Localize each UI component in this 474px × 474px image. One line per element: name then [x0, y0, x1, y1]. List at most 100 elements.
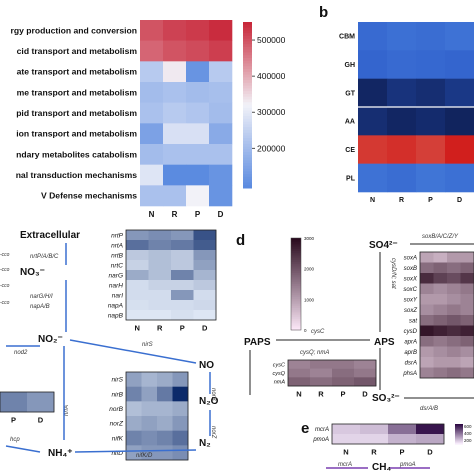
colorbar-segment: [455, 438, 463, 440]
column-label: P: [180, 324, 185, 333]
cysQ-label: cysQ; nmA: [300, 350, 329, 356]
heatmap-cell: [360, 434, 389, 445]
row-label: soxY: [404, 297, 418, 303]
colorbar-segment: [455, 440, 463, 442]
colorbar-tick-label: 500000: [257, 35, 286, 45]
colorbar-segment: [291, 296, 301, 300]
heatmap-cell: [141, 416, 158, 431]
heatmap-cell: [447, 315, 461, 326]
heatmap-cell: [140, 185, 164, 207]
heatmap-cell: [445, 135, 474, 164]
heatmap-cell: [140, 123, 164, 145]
colorbar-segment: [243, 91, 252, 95]
heatmap-cell: [416, 50, 446, 79]
colorbar-segment: [243, 105, 252, 109]
colorbar-segment: [291, 311, 301, 314]
colorbar-segment: [243, 44, 252, 48]
colorbar-segment: [243, 24, 252, 29]
cysC-label: cysC: [311, 329, 325, 335]
row-label: narH: [109, 282, 123, 289]
arrow-n2-nh4: [74, 449, 197, 453]
heatmap-cell: [186, 82, 210, 103]
colorbar-segment: [243, 35, 252, 40]
heatmap-cell: [172, 445, 189, 461]
colorbar-segment: [243, 171, 252, 175]
colorbar-segment: [291, 291, 301, 294]
heatmap-cell: [157, 430, 173, 446]
norB-label: norB: [210, 388, 216, 401]
colorbar-segment: [243, 140, 252, 145]
heatmap-cell: [420, 357, 434, 368]
mcrA-arrow-label: mcrA: [338, 462, 352, 468]
colorbar-segment: [243, 146, 252, 150]
row-label: phsA: [402, 371, 417, 377]
heatmap-cell: [140, 102, 164, 124]
heatmap-cell: [354, 360, 377, 369]
heatmap-cell: [460, 252, 474, 263]
colorbar-segment: [291, 318, 301, 322]
heatmap-cell: [433, 304, 448, 316]
colorbar-segment: [291, 243, 301, 246]
colorbar-tick-label: 600: [464, 424, 472, 429]
colorbar-segment: [291, 307, 301, 311]
colorbar-segment: [291, 239, 301, 243]
colorbar-segment: [243, 33, 252, 37]
row-label: nirS: [111, 377, 123, 384]
heatmap-cell: [445, 163, 474, 193]
row-label: soxB: [404, 266, 417, 272]
colorbar-segment: [243, 168, 252, 172]
heatmap-cell: [460, 294, 474, 305]
heatmap-cell: [420, 273, 434, 284]
colorbar-segment: [291, 309, 301, 313]
heatmap-cell: [148, 240, 172, 251]
row-label: V Defense mechanisms: [41, 191, 137, 201]
row-label: ndary metabolites catabolism: [16, 149, 137, 159]
colorbar-segment: [291, 250, 301, 254]
colorbar-segment: [291, 285, 301, 289]
heatmap-cell: [420, 367, 434, 379]
heatmap-cell: [171, 260, 194, 271]
colorbar-segment: [291, 274, 301, 278]
row-label: GT: [345, 90, 355, 97]
colorbar-segment: [291, 293, 301, 296]
colorbar-segment: [243, 185, 252, 189]
colorbar-segment: [243, 107, 252, 112]
column-label: P: [195, 210, 201, 219]
heatmap-cell: [447, 357, 461, 368]
heatmap-cell: [433, 315, 448, 326]
colorbar-segment: [455, 427, 463, 429]
extracellular-label: Extracellular: [20, 230, 80, 241]
colorbar-segment: [243, 57, 252, 62]
heatmap-cell: [126, 260, 149, 271]
heatmap-cell: [209, 20, 233, 41]
heatmap-cell: [186, 123, 210, 145]
row-label: CE: [345, 147, 355, 154]
row-label: aprA: [404, 339, 417, 345]
heatmap-cell: [126, 270, 149, 281]
heatmap-cell: [447, 294, 461, 305]
heatmap-cell: [433, 346, 448, 358]
colorbar-segment: [243, 138, 252, 142]
colorbar-segment: [455, 434, 463, 436]
heatmap-cell: [141, 386, 158, 402]
heatmap-cell: [288, 360, 311, 369]
heatmap-cell: [447, 252, 461, 263]
heatmap-cell: [420, 283, 434, 295]
colorbar-segment: [243, 96, 252, 100]
colorbar-segment: [291, 313, 301, 316]
heatmap-cell: [193, 260, 217, 271]
heatmap-cell: [388, 434, 417, 445]
heatmap-cell: [126, 240, 149, 251]
heatmap-cell: [445, 107, 474, 136]
heatmap-cell: [460, 304, 474, 316]
colorbar-tick-label: 1000: [304, 297, 315, 302]
column-label: R: [157, 324, 163, 333]
row-label: nifK: [112, 435, 124, 442]
heatmap-cell: [163, 144, 187, 165]
colorbar-segment: [291, 272, 301, 276]
colorbar-segment: [243, 110, 252, 114]
heatmap-frame: [125, 371, 189, 461]
colorbar-segment: [243, 154, 252, 159]
row-label: nrtA: [111, 242, 123, 249]
ch4-label: CH₄: [372, 462, 391, 473]
